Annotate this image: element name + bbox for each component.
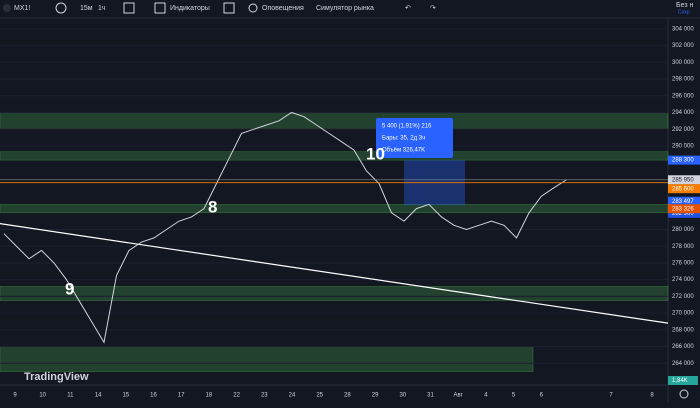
- x-tick-label: 29: [372, 393, 379, 399]
- add-symbol[interactable]: [55, 2, 67, 14]
- x-tick-label: 31: [427, 393, 434, 399]
- x-tick-label: 15: [122, 393, 129, 399]
- volume-tag: [668, 376, 698, 385]
- save[interactable]: Без н: [676, 2, 693, 9]
- x-tick-label: 25: [316, 393, 323, 399]
- x-tick-label: 9: [13, 393, 17, 399]
- x-tick-label: 22: [233, 393, 240, 399]
- save-sub[interactable]: Сохр: [678, 9, 690, 15]
- chart-type[interactable]: [123, 2, 135, 14]
- price-tag: [668, 204, 700, 214]
- x-tick-label: 7: [609, 393, 613, 399]
- price-tag-label: 282 900: [672, 211, 694, 217]
- measure-text: Объём 326,47K: [382, 148, 425, 154]
- price-tag-label: 283 497: [672, 199, 694, 205]
- measure-text: Бары: 35, 2д 3ч: [382, 136, 425, 142]
- x-tick-label: 23: [261, 393, 268, 399]
- price-tag-label: 288 300: [672, 158, 694, 164]
- annotation: 8: [208, 197, 217, 216]
- indicators-icon[interactable]: [154, 2, 166, 14]
- price-tag-label: 285 950: [672, 177, 694, 183]
- logo: TradingView: [24, 371, 89, 383]
- x-tick-label: 16: [150, 393, 157, 399]
- x-tick-label: 10: [39, 393, 46, 399]
- zone: [0, 286, 669, 301]
- x-tick-label: 28: [344, 393, 351, 399]
- interval[interactable]: 1ч: [98, 5, 106, 12]
- toolbar: [0, 0, 700, 18]
- undo[interactable]: ↶: [405, 5, 411, 12]
- y-tick-label: 300 000: [672, 60, 694, 66]
- price-tag: [668, 184, 700, 194]
- x-tick-label: 4: [484, 393, 488, 399]
- redo[interactable]: ↷: [430, 5, 436, 12]
- y-tick-label: 298 000: [672, 77, 694, 83]
- x-tick-label: 17: [178, 393, 185, 399]
- y-tick-label: 264 000: [672, 361, 694, 367]
- y-tick-label: 290 000: [672, 143, 694, 149]
- x-tick-label: 11: [67, 393, 74, 399]
- y-tick-label: 270 000: [672, 311, 694, 317]
- measure-text: 5 400 (1,91%) 216: [382, 124, 432, 130]
- price-tag: [668, 155, 700, 165]
- zone: [0, 204, 669, 214]
- y-tick-label: 302 000: [672, 43, 694, 49]
- x-tick-label: 8: [650, 393, 654, 399]
- replay[interactable]: Симулятор рынка: [316, 5, 374, 12]
- annotation: 10: [366, 144, 385, 163]
- y-tick-label: 272 000: [672, 294, 694, 300]
- zone: [0, 151, 669, 161]
- alerts[interactable]: Оповещения: [262, 5, 304, 12]
- layouts-icon[interactable]: [223, 2, 235, 14]
- x-tick-label: 24: [289, 393, 296, 399]
- y-tick-label: 292 000: [672, 127, 694, 133]
- y-tick-label: 280 000: [672, 227, 694, 233]
- x-tick-label: 18: [206, 393, 213, 399]
- x-tick-label: 14: [95, 393, 102, 399]
- price-tag: [668, 196, 700, 206]
- symbol[interactable]: MX1!: [14, 5, 30, 12]
- y-tick-label: 274 000: [672, 277, 694, 283]
- price-line: [3, 111, 567, 344]
- y-tick-label: 294 000: [672, 110, 694, 116]
- zone: [0, 112, 669, 130]
- y-tick-label: 266 000: [672, 344, 694, 350]
- y-tick-label: 268 000: [672, 327, 694, 333]
- y-tick-label: 278 000: [672, 244, 694, 250]
- annotation: 9: [65, 279, 74, 298]
- volume-label: 1,84K: [672, 378, 688, 384]
- price-tag: [668, 175, 700, 185]
- x-tick-label: Авг: [454, 393, 464, 399]
- indicators[interactable]: Индикаторы: [170, 5, 210, 12]
- alerts-icon[interactable]: [248, 3, 258, 13]
- y-tick-label: 304 000: [672, 26, 694, 32]
- x-tick-label: 5: [512, 393, 516, 399]
- zone: [0, 346, 534, 372]
- x-tick-label: 6: [540, 393, 544, 399]
- trendline: [0, 223, 669, 324]
- price-tag-label: 283 326: [672, 206, 694, 212]
- symbol-icon[interactable]: [3, 4, 11, 12]
- measure-box: [376, 118, 453, 158]
- y-tick-label: 296 000: [672, 93, 694, 99]
- price-tag: [668, 208, 700, 218]
- interval[interactable]: 15м: [80, 5, 93, 12]
- price-tag-label: 285 600: [672, 186, 694, 192]
- x-tick-label: 30: [399, 393, 406, 399]
- settings[interactable]: [679, 389, 689, 399]
- y-tick-label: 276 000: [672, 261, 694, 267]
